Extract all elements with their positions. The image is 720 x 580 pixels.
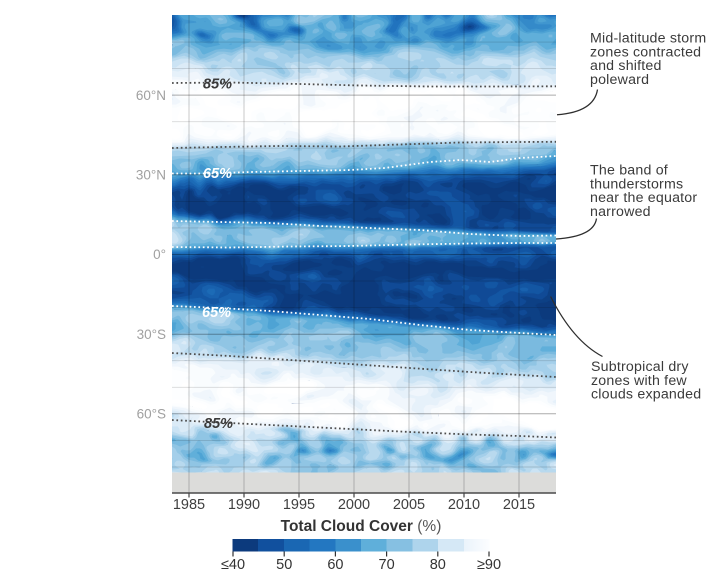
svg-text:65%: 65% bbox=[203, 166, 232, 182]
svg-text:1985: 1985 bbox=[173, 497, 205, 513]
svg-text:≥90: ≥90 bbox=[477, 557, 501, 573]
svg-text:Total Cloud Cover (%): Total Cloud Cover (%) bbox=[281, 518, 442, 535]
svg-text:2010: 2010 bbox=[448, 497, 480, 513]
svg-text:85%: 85% bbox=[204, 416, 233, 432]
svg-text:50: 50 bbox=[276, 557, 292, 573]
svg-text:60°S: 60°S bbox=[137, 407, 166, 422]
svg-text:1990: 1990 bbox=[228, 497, 260, 513]
svg-text:70: 70 bbox=[379, 557, 395, 573]
svg-text:2005: 2005 bbox=[393, 497, 425, 513]
svg-text:80: 80 bbox=[430, 557, 446, 573]
svg-text:≤40: ≤40 bbox=[221, 557, 245, 573]
svg-text:65%: 65% bbox=[202, 305, 231, 321]
svg-text:60°N: 60°N bbox=[136, 88, 166, 103]
svg-text:30°S: 30°S bbox=[137, 327, 166, 342]
svg-text:30°N: 30°N bbox=[136, 168, 166, 183]
svg-text:85%: 85% bbox=[203, 77, 232, 93]
svg-text:60: 60 bbox=[327, 557, 343, 573]
svg-text:1995: 1995 bbox=[283, 497, 315, 513]
svg-text:2015: 2015 bbox=[503, 497, 535, 513]
svg-text:2000: 2000 bbox=[338, 497, 370, 513]
svg-text:0°: 0° bbox=[153, 247, 166, 262]
